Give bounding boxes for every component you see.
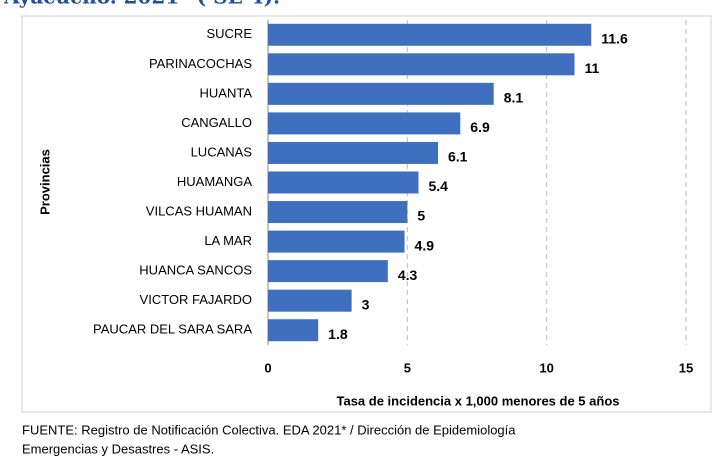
y-tick-label: HUAMANGA [177,174,252,189]
bar [268,171,419,194]
y-tick-label: SUCRE [206,26,252,41]
data-label: 11.6 [601,30,628,46]
data-label: 6.1 [448,149,468,165]
y-tick-label: LUCANAS [191,144,253,159]
data-label: 8.1 [504,90,524,106]
y-tick-label: CANGALLO [181,115,252,130]
bar [268,319,319,342]
bar [268,23,592,46]
chart-frame [21,15,712,413]
bar [268,82,494,105]
data-label: 1.8 [328,326,348,342]
data-label: 4.3 [398,267,418,283]
bar [268,112,461,135]
y-tick-label: PARINACOCHAS [149,56,252,71]
bar [268,201,408,224]
y-tick-label: HUANCA SANCOS [139,263,252,278]
x-tick-label: 5 [404,360,411,375]
y-tick-label: HUANTA [200,85,253,100]
data-label: 5.4 [428,178,448,194]
data-label: 5 [417,208,425,224]
y-axis-title: Provincias [37,149,52,215]
y-tick-label: LA MAR [204,233,252,248]
y-tick-label: VICTOR FAJARDO [140,292,252,307]
bar [268,230,405,253]
x-tick-label: 0 [264,360,271,375]
y-tick-label: VILCAS HUAMAN [146,203,252,218]
source-line: Emergencias y Desastres - ASIS. [22,441,214,456]
source-line: FUENTE: Registro de Notificación Colecti… [22,422,516,437]
data-label: 4.9 [415,237,435,253]
bar [268,53,575,76]
bar [268,141,438,164]
data-label: 11 [585,60,600,76]
x-tick-label: 10 [539,360,553,375]
bar [268,289,352,312]
x-tick-label: 15 [679,360,693,375]
chart-title: Ayacucho. 2021* ( SE 4). [3,0,280,9]
x-axis-title: Tasa de incidencia x 1,000 menores de 5 … [336,393,619,408]
y-tick-label: PAUCAR DEL SARA SARA [93,322,252,337]
bar [268,260,388,283]
data-label: 3 [362,296,370,312]
data-label: 6.9 [470,119,490,135]
